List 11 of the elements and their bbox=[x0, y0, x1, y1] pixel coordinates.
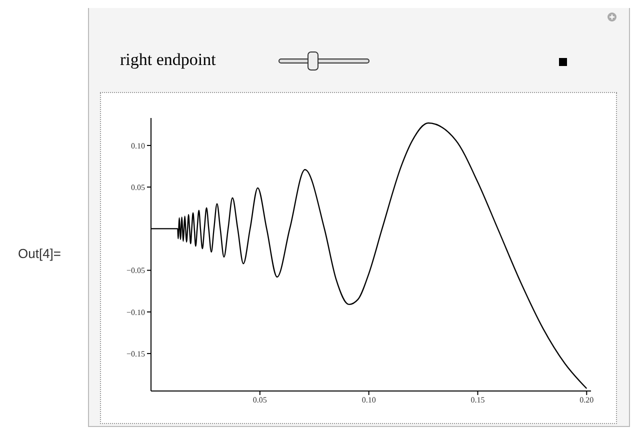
y-tick-label: −0.10 bbox=[126, 308, 145, 317]
y-tick-label: 0.10 bbox=[131, 141, 145, 150]
x-tick-label: 0.05 bbox=[252, 396, 267, 405]
text: right endpoint bbox=[120, 50, 216, 70]
y-tick-label: −0.05 bbox=[126, 266, 145, 276]
x-tick-label: 0.15 bbox=[470, 396, 485, 405]
x-tick-label: 0.10 bbox=[362, 396, 376, 405]
x-tick-label: 0.20 bbox=[580, 396, 594, 405]
y-tick-label: −0.15 bbox=[126, 349, 145, 358]
y-tick-label: 0.05 bbox=[131, 182, 145, 192]
text: Out[4]= bbox=[18, 246, 61, 261]
